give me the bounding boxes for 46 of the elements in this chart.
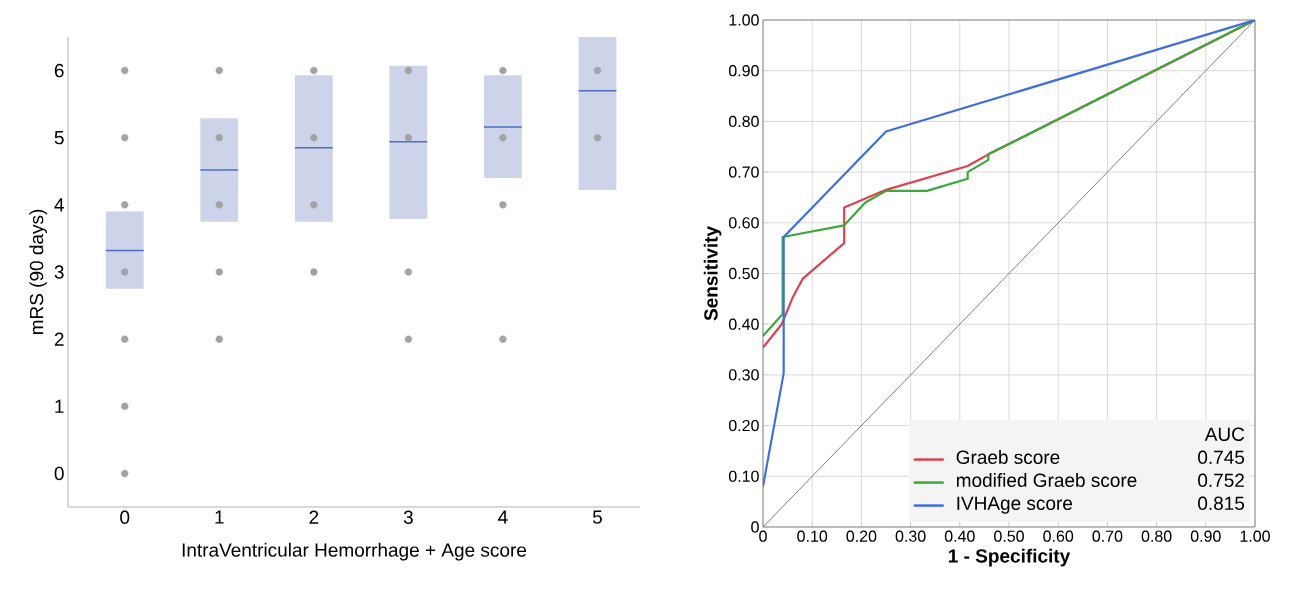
y-tick-label: 0.40 <box>728 318 759 330</box>
x-tick-label: 1 <box>215 510 224 524</box>
x-tick-label: 0.80 <box>1141 530 1172 542</box>
y-tick-label: 2 <box>54 332 64 346</box>
legend-label: Graeb score <box>956 450 1060 465</box>
y-axis-title: mRS (90 days) <box>29 209 48 335</box>
x-tick-label: 0.70 <box>1092 530 1123 542</box>
annotation: 0.815 <box>1198 496 1245 511</box>
y-tick-label: 0 <box>751 521 759 533</box>
x-tick-label: 2 <box>309 510 319 524</box>
x-tick-label: 0.60 <box>1043 530 1074 542</box>
x-tick-label: 0 <box>759 530 767 542</box>
x-tick-label: 4 <box>498 510 508 524</box>
y-tick-label: 1 <box>55 399 64 413</box>
y-tick-label: 0 <box>54 466 64 481</box>
legend-title: AUC <box>1204 427 1245 442</box>
y-tick-label: 1.00 <box>729 14 759 26</box>
x-tick-label: 0.20 <box>846 530 877 542</box>
y-tick-label: 0.20 <box>728 419 759 432</box>
y-tick-label: 0.90 <box>728 65 759 77</box>
y-tick-label: 0.70 <box>728 166 759 178</box>
y-axis-title: Sensitivity <box>703 226 722 321</box>
x-tick-label: 0 <box>120 510 130 524</box>
y-tick-label: 0.60 <box>728 217 759 229</box>
y-tick-label: 4 <box>54 198 64 212</box>
legend-label: modified Graeb score <box>956 473 1137 488</box>
x-tick-label: 0.90 <box>1190 530 1221 542</box>
y-tick-label: 3 <box>54 265 64 279</box>
y-tick-label: 0.10 <box>728 470 759 482</box>
y-tick-label: 0.30 <box>728 369 759 381</box>
x-tick-label: 0.30 <box>895 530 926 542</box>
y-tick-label: 0.80 <box>728 115 759 128</box>
x-tick-label: 0.50 <box>994 530 1024 542</box>
x-tick-label: 1.00 <box>1240 530 1270 542</box>
x-tick-label: 0.40 <box>944 530 975 542</box>
legend-label: IVHAge score <box>957 496 1073 514</box>
y-tick-label: 0.50 <box>728 267 759 280</box>
y-tick-label: 5 <box>54 131 64 145</box>
annotation: 0.752 <box>1198 473 1244 488</box>
x-axis-title: 1 - Specificity <box>948 548 1071 567</box>
x-tick-label: 5 <box>592 510 602 524</box>
x-tick-label: 0.10 <box>797 530 828 542</box>
y-tick-label: 6 <box>54 63 64 78</box>
x-tick-label: 3 <box>403 510 413 524</box>
annotation: 0.745 <box>1198 450 1245 465</box>
x-axis-title: IntraVentricular Hemorrhage + Age score <box>182 542 527 561</box>
